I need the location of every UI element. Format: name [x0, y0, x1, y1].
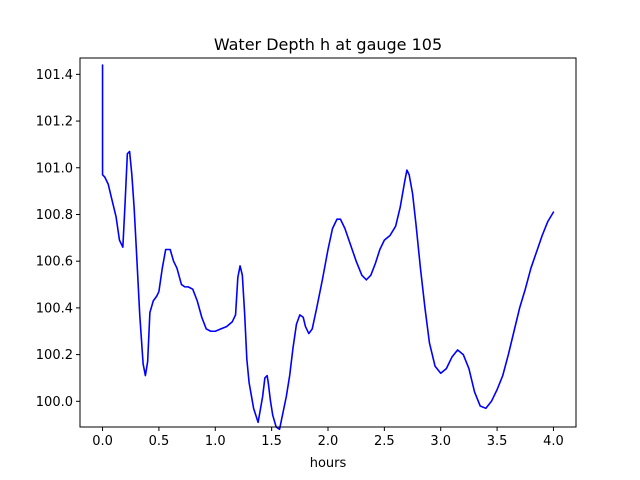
x-tick-label: 4.0: [543, 434, 564, 449]
y-tick-label: 100.6: [36, 255, 73, 270]
x-tick-label: 3.5: [487, 434, 508, 449]
y-tick-label: 101.2: [36, 115, 73, 130]
x-tick-label: 0.0: [92, 434, 113, 449]
y-tick-label: 100.4: [36, 301, 73, 316]
plot-area: [80, 58, 576, 427]
x-axis-label: hours: [310, 456, 347, 471]
x-axis: 0.0 0.5 1.0 1.5 2.0 2.5 3.0 3.5 4.0: [92, 427, 564, 449]
y-axis: 100.0 100.2 100.4 100.6 100.8 101.0 101.2 101.4: [36, 68, 80, 410]
y-tick-label: 100.8: [36, 208, 73, 223]
x-tick-label: 3.0: [430, 434, 451, 449]
y-tick-label: 101.0: [36, 161, 73, 176]
x-tick-label: 1.0: [205, 434, 226, 449]
series-layer: [101, 64, 555, 431]
y-tick-label: 101.4: [36, 68, 73, 83]
x-tick-label: 2.5: [374, 434, 395, 449]
y-tick-label: 100.2: [36, 348, 73, 363]
series-line-0: [101, 64, 555, 431]
y-tick-label: 100.0: [36, 395, 73, 410]
chart-title: Water Depth h at gauge 105: [214, 35, 442, 54]
x-tick-label: 0.5: [149, 434, 170, 449]
x-tick-label: 2.0: [318, 434, 339, 449]
x-tick-label: 1.5: [261, 434, 282, 449]
